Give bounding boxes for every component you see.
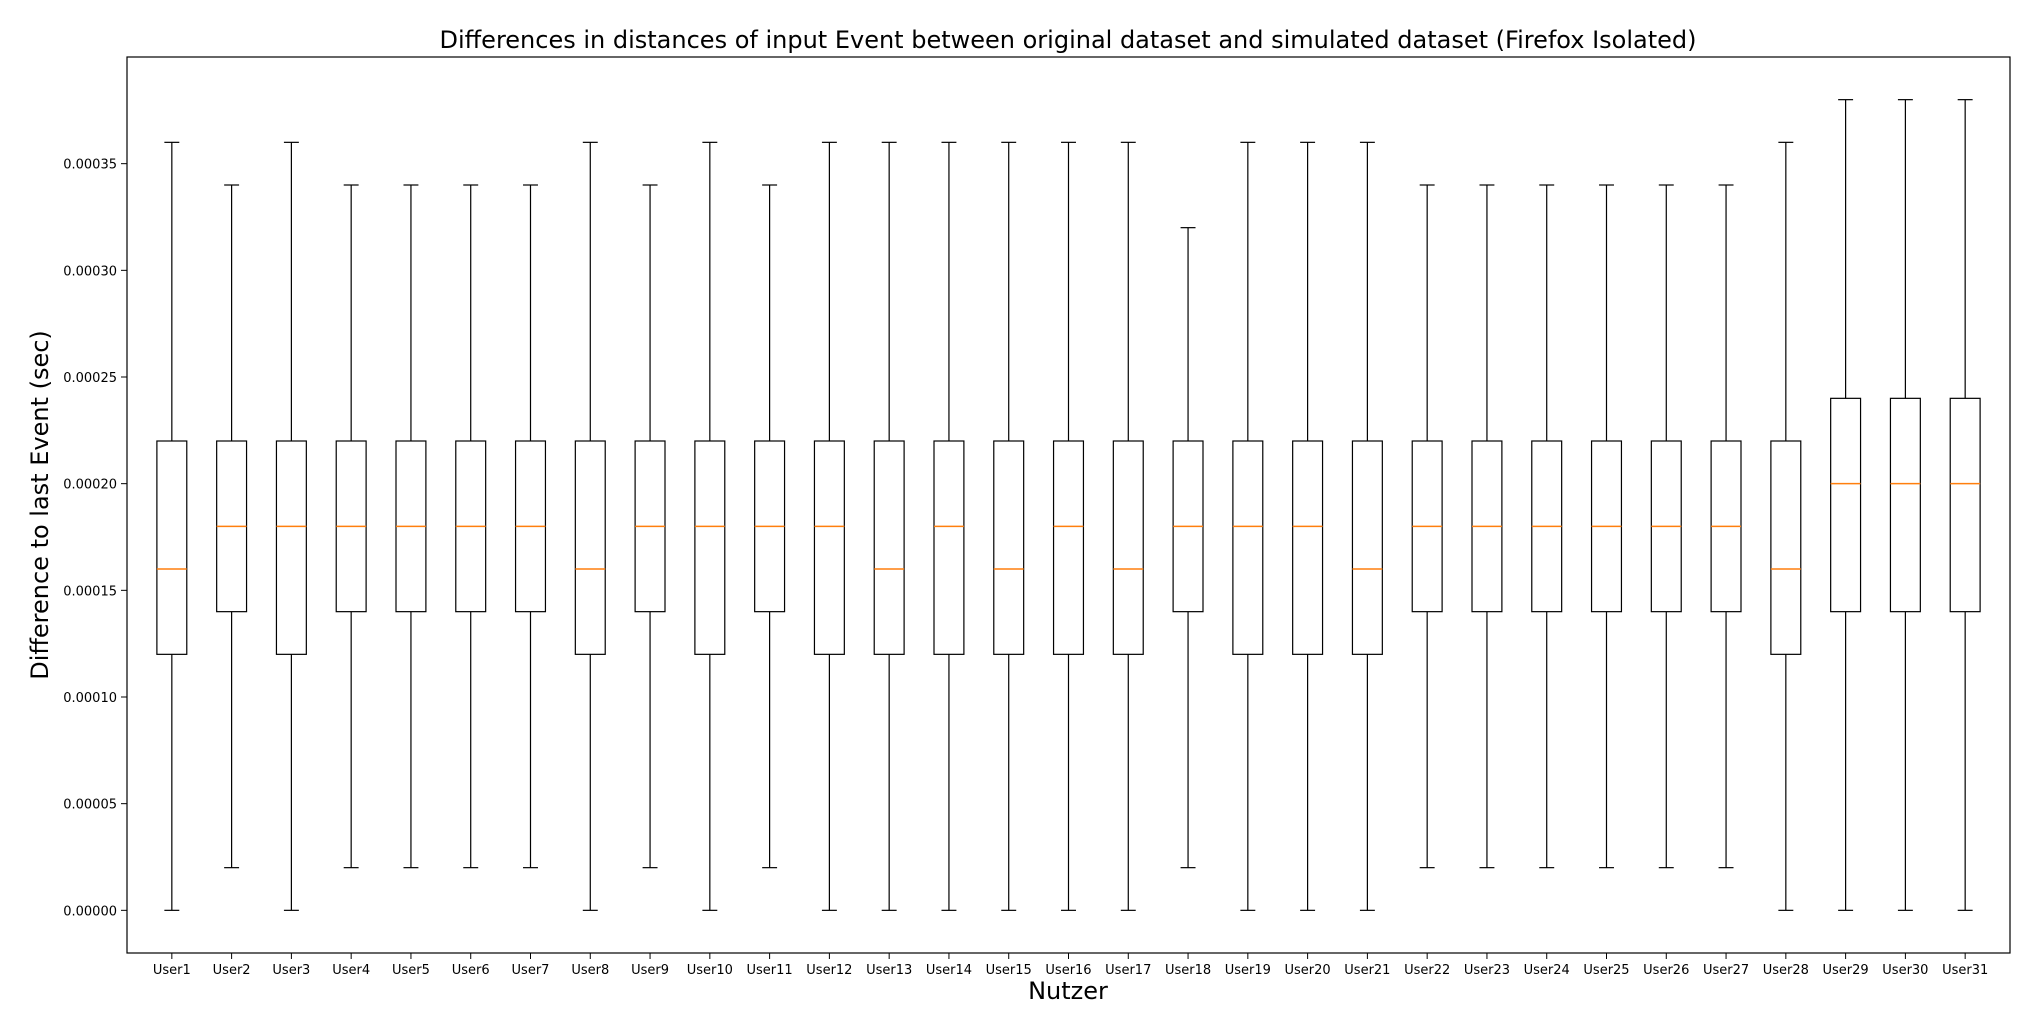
iqr-box: [156, 440, 188, 655]
box-User13: [873, 141, 905, 911]
x-tick-label: User16: [1045, 963, 1091, 978]
x-tick-label: User26: [1643, 963, 1689, 978]
x-tick-label: User23: [1464, 963, 1510, 978]
iqr-box: [813, 440, 845, 655]
x-tick-label: User20: [1285, 963, 1331, 978]
x-tick-label: User2: [213, 963, 251, 978]
x-tick-label: User4: [332, 963, 370, 978]
x-tick-label: User19: [1225, 963, 1271, 978]
box-User25: [1590, 184, 1623, 869]
x-tick-label: User29: [1823, 963, 1869, 978]
iqr-box: [1292, 440, 1324, 655]
box-User18: [1172, 227, 1204, 869]
y-tick-label: 0.00030: [63, 264, 117, 279]
y-tick-label: 0.00000: [63, 904, 117, 919]
chart-title: Differences in distances of input Event …: [440, 26, 1697, 54]
x-axis-label: Nutzer: [1028, 977, 1108, 1005]
box-User2: [216, 184, 248, 869]
box-User17: [1112, 141, 1144, 911]
iqr-box: [933, 440, 965, 655]
x-tick-label: User3: [272, 963, 310, 978]
x-tick-label: User25: [1583, 963, 1629, 978]
box-User6: [455, 184, 487, 869]
x-tick-label: User31: [1942, 963, 1988, 978]
iqr-box: [1112, 440, 1144, 655]
y-tick-label: 0.00015: [63, 584, 117, 599]
box-User14: [933, 141, 965, 911]
iqr-box: [993, 440, 1025, 655]
box-User19: [1232, 141, 1264, 911]
y-tick-label: 0.00010: [63, 691, 117, 706]
box-User11: [754, 184, 786, 869]
box-User4: [335, 184, 367, 869]
x-tick-label: User7: [512, 963, 550, 978]
box-User21: [1351, 141, 1383, 911]
box-User30: [1889, 99, 1921, 911]
box-User1: [156, 141, 188, 911]
x-tick-label: User14: [926, 963, 972, 978]
x-tick-label: User21: [1344, 963, 1390, 978]
box-User20: [1292, 141, 1324, 911]
box-User31: [1949, 99, 1981, 911]
y-axis-label: Difference to last Event (sec): [26, 330, 54, 680]
box-User5: [395, 184, 427, 869]
box-User23: [1471, 184, 1503, 869]
x-tick-label: User17: [1105, 963, 1151, 978]
y-tick-label: 0.00025: [63, 371, 117, 386]
box-User12: [813, 141, 845, 911]
box-User24: [1531, 184, 1563, 869]
iqr-box: [1949, 397, 1981, 613]
box-User8: [574, 141, 606, 911]
iqr-box: [873, 440, 905, 655]
x-tick-label: User12: [806, 963, 852, 978]
box-User22: [1411, 184, 1443, 869]
box-User29: [1830, 99, 1862, 911]
x-tick-label: User28: [1763, 963, 1809, 978]
x-tick-label: User30: [1882, 963, 1928, 978]
x-tick-label: User27: [1703, 963, 1749, 978]
y-tick-label: 0.00005: [63, 798, 117, 813]
iqr-box: [1232, 440, 1264, 655]
x-tick-label: User1: [153, 963, 191, 978]
x-tick-label: User8: [571, 963, 609, 978]
iqr-box: [1889, 397, 1921, 613]
x-axis: User1 User2 User3 User4 User5 User6 User7 User8…: [153, 953, 1988, 978]
box-User28: [1770, 141, 1802, 911]
iqr-box: [1830, 397, 1862, 613]
iqr-box: [275, 440, 307, 655]
x-tick-label: User5: [392, 963, 430, 978]
y-tick-label: 0.00020: [63, 478, 117, 493]
x-tick-label: User22: [1404, 963, 1450, 978]
box-User9: [634, 184, 666, 869]
x-tick-label: User9: [631, 963, 669, 978]
x-tick-label: User6: [452, 963, 490, 978]
box-User15: [993, 141, 1025, 911]
iqr-box: [574, 440, 606, 655]
y-tick-label: 0.00035: [63, 158, 117, 173]
x-tick-label: User11: [747, 963, 793, 978]
box-User16: [1052, 141, 1085, 911]
y-axis: 0.00000 0.00005 0.00010 0.00015 0.00020 0.000…: [63, 158, 127, 919]
iqr-box: [1351, 440, 1383, 655]
box-User27: [1710, 184, 1742, 869]
box-User10: [694, 141, 726, 911]
x-tick-label: User10: [687, 963, 733, 978]
x-tick-label: User24: [1524, 963, 1570, 978]
box-User26: [1650, 184, 1682, 869]
x-tick-label: User15: [986, 963, 1032, 978]
boxes-layer: [156, 99, 1981, 911]
box-User7: [514, 184, 547, 869]
x-tick-label: User18: [1165, 963, 1211, 978]
iqr-box: [1052, 440, 1085, 655]
iqr-box: [1770, 440, 1802, 655]
x-tick-label: User13: [866, 963, 912, 978]
iqr-box: [694, 440, 726, 655]
box-User3: [275, 141, 307, 911]
